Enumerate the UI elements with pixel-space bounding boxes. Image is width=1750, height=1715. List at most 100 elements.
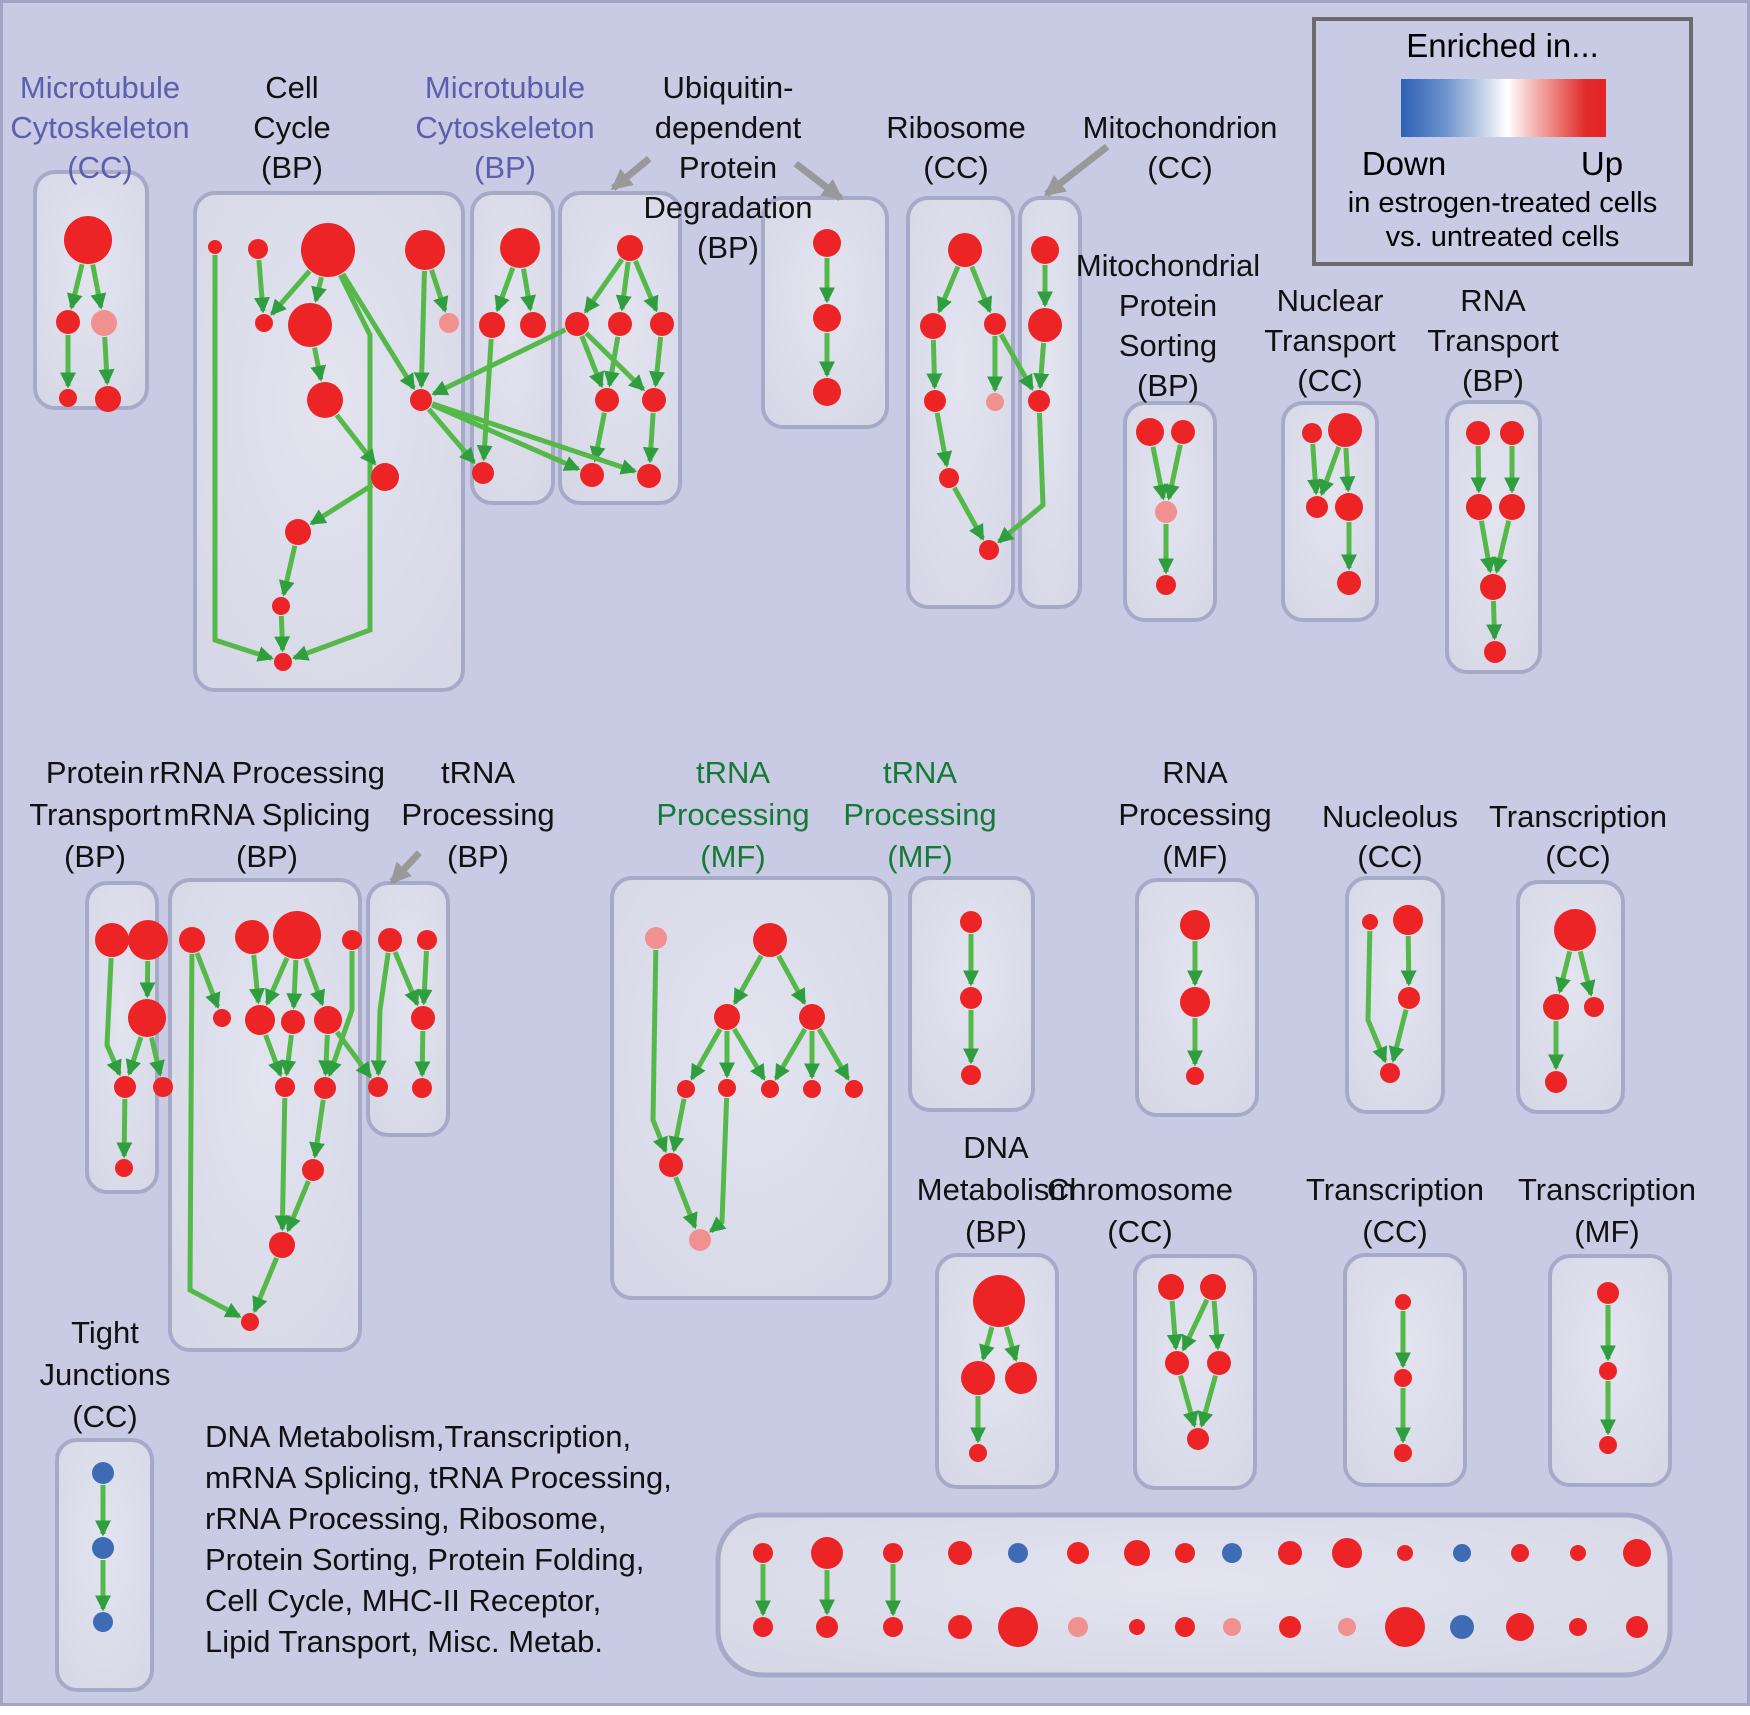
go-term-node xyxy=(307,382,343,418)
go-edge xyxy=(1163,444,1183,501)
cluster-label: RNA Transport (BP) xyxy=(1427,281,1559,401)
cluster-label-line: Ubiquitin- xyxy=(662,70,794,105)
go-term-node xyxy=(281,1010,305,1034)
cluster-label-line: Tight xyxy=(71,1315,139,1350)
go-edge xyxy=(979,1326,995,1362)
go-term-node xyxy=(617,235,643,261)
go-term-node xyxy=(1584,997,1604,1017)
go-term-node xyxy=(64,216,112,264)
go-term-node xyxy=(1362,914,1378,930)
cluster-label: Mitochondrial Protein Sorting (BP) xyxy=(1076,246,1260,406)
go-edge xyxy=(584,331,646,392)
cluster-label: Transcription (CC) xyxy=(1489,797,1667,877)
cluster-label-line: (CC) xyxy=(67,150,133,185)
cluster-label-line: Processing xyxy=(1118,797,1272,832)
cluster-label-line: Transcription xyxy=(1488,799,1668,834)
go-term-node xyxy=(439,313,459,333)
go-edge xyxy=(392,950,420,1007)
go-edge xyxy=(416,950,433,1006)
cluster-label-line: mRNA Splicing xyxy=(163,797,371,832)
go-term-node xyxy=(1124,1540,1150,1566)
cross-cluster-edge xyxy=(431,401,638,475)
cluster-box-chromosome-cc xyxy=(1133,1254,1257,1490)
go-edge xyxy=(773,1027,808,1081)
go-edge xyxy=(1150,446,1169,501)
go-term-node xyxy=(128,999,166,1037)
go-term-node xyxy=(984,313,1006,335)
go-term-node xyxy=(645,927,667,949)
cross-cluster-edge xyxy=(431,327,567,397)
misc-note-line: Protein Sorting, Protein Folding, xyxy=(205,1542,645,1577)
cross-cluster-edge xyxy=(334,1030,373,1079)
go-edge xyxy=(1307,443,1324,496)
cluster-label-line: (BP) xyxy=(63,839,126,874)
go-term-node xyxy=(1155,501,1177,523)
go-term-node xyxy=(1180,987,1210,1017)
go-edge xyxy=(249,954,265,1005)
cluster-label: Cell Cycle (BP) xyxy=(253,68,331,188)
go-term-node xyxy=(595,388,619,412)
go-term-node xyxy=(95,386,121,412)
go-edge xyxy=(280,1034,297,1077)
go-term-node xyxy=(580,463,604,487)
cluster-label-line: Protein xyxy=(45,755,145,790)
cluster-label: tRNA Processing (MF) xyxy=(656,752,809,878)
go-term-node xyxy=(153,1077,173,1097)
go-edge xyxy=(732,954,764,1006)
go-term-node xyxy=(1158,1274,1184,1300)
go-term-node xyxy=(1136,418,1164,446)
cluster-label-line: (MF) xyxy=(1162,839,1228,874)
go-term-node xyxy=(368,1077,388,1097)
go-edge xyxy=(1555,950,1573,994)
go-edge xyxy=(264,956,290,1006)
go-term-node xyxy=(1186,1067,1204,1085)
go-term-node xyxy=(301,223,355,277)
go-term-node xyxy=(378,928,402,952)
go-term-node xyxy=(273,911,321,959)
go-term-node xyxy=(213,1009,231,1027)
go-term-node xyxy=(1395,1294,1411,1310)
cluster-label-line: DNA xyxy=(963,1130,1029,1165)
cluster-label-line: (CC) xyxy=(1545,839,1611,874)
go-edge xyxy=(98,336,115,386)
go-term-node xyxy=(285,519,311,545)
misc-note-line: rRNA Processing, Ribosome, xyxy=(205,1501,607,1536)
go-edge xyxy=(149,1036,165,1077)
go-term-node xyxy=(1067,1542,1089,1564)
go-edge xyxy=(1208,1300,1225,1351)
go-term-node xyxy=(1200,1274,1226,1300)
go-edge xyxy=(642,412,659,464)
go-term-node xyxy=(986,393,1004,411)
go-term-node xyxy=(659,1153,683,1177)
go-term-node xyxy=(1466,494,1492,520)
cluster-label-line: (CC) xyxy=(1147,150,1213,185)
go-edge xyxy=(926,339,943,390)
go-edge xyxy=(413,270,430,389)
go-term-node xyxy=(1005,1362,1037,1394)
go-edge xyxy=(334,413,377,466)
go-term-node xyxy=(1175,1617,1195,1637)
go-term-node xyxy=(93,1612,113,1632)
legend-subtitle-2: vs. untreated cells xyxy=(1385,221,1620,253)
go-term-node xyxy=(1599,1362,1617,1380)
cluster-label: Chromosome (CC) xyxy=(1047,1169,1233,1253)
go-edge xyxy=(286,959,303,1010)
misc-note-line: Lipid Transport, Misc. Metab. xyxy=(205,1624,603,1659)
cluster-box-microtubule-cytoskeleton-cc xyxy=(33,170,149,410)
go-term-node xyxy=(813,378,841,406)
cluster-label-line: Ribosome xyxy=(886,110,1026,145)
go-term-node xyxy=(1499,494,1525,520)
go-edge xyxy=(340,272,416,391)
go-term-node xyxy=(637,464,661,488)
go-term-node xyxy=(1028,390,1050,412)
go-edge xyxy=(252,1256,279,1314)
go-term-node xyxy=(1129,1619,1145,1635)
cluster-label-line: (MF) xyxy=(887,839,953,874)
legend-gradient-bar xyxy=(1401,79,1606,137)
go-term-node xyxy=(1008,1543,1028,1563)
go-term-node xyxy=(115,1159,133,1177)
go-term-node xyxy=(1453,1544,1471,1562)
go-term-node xyxy=(1500,421,1524,445)
cluster-label-line: Degradation xyxy=(643,190,813,225)
go-edge xyxy=(104,957,122,1077)
